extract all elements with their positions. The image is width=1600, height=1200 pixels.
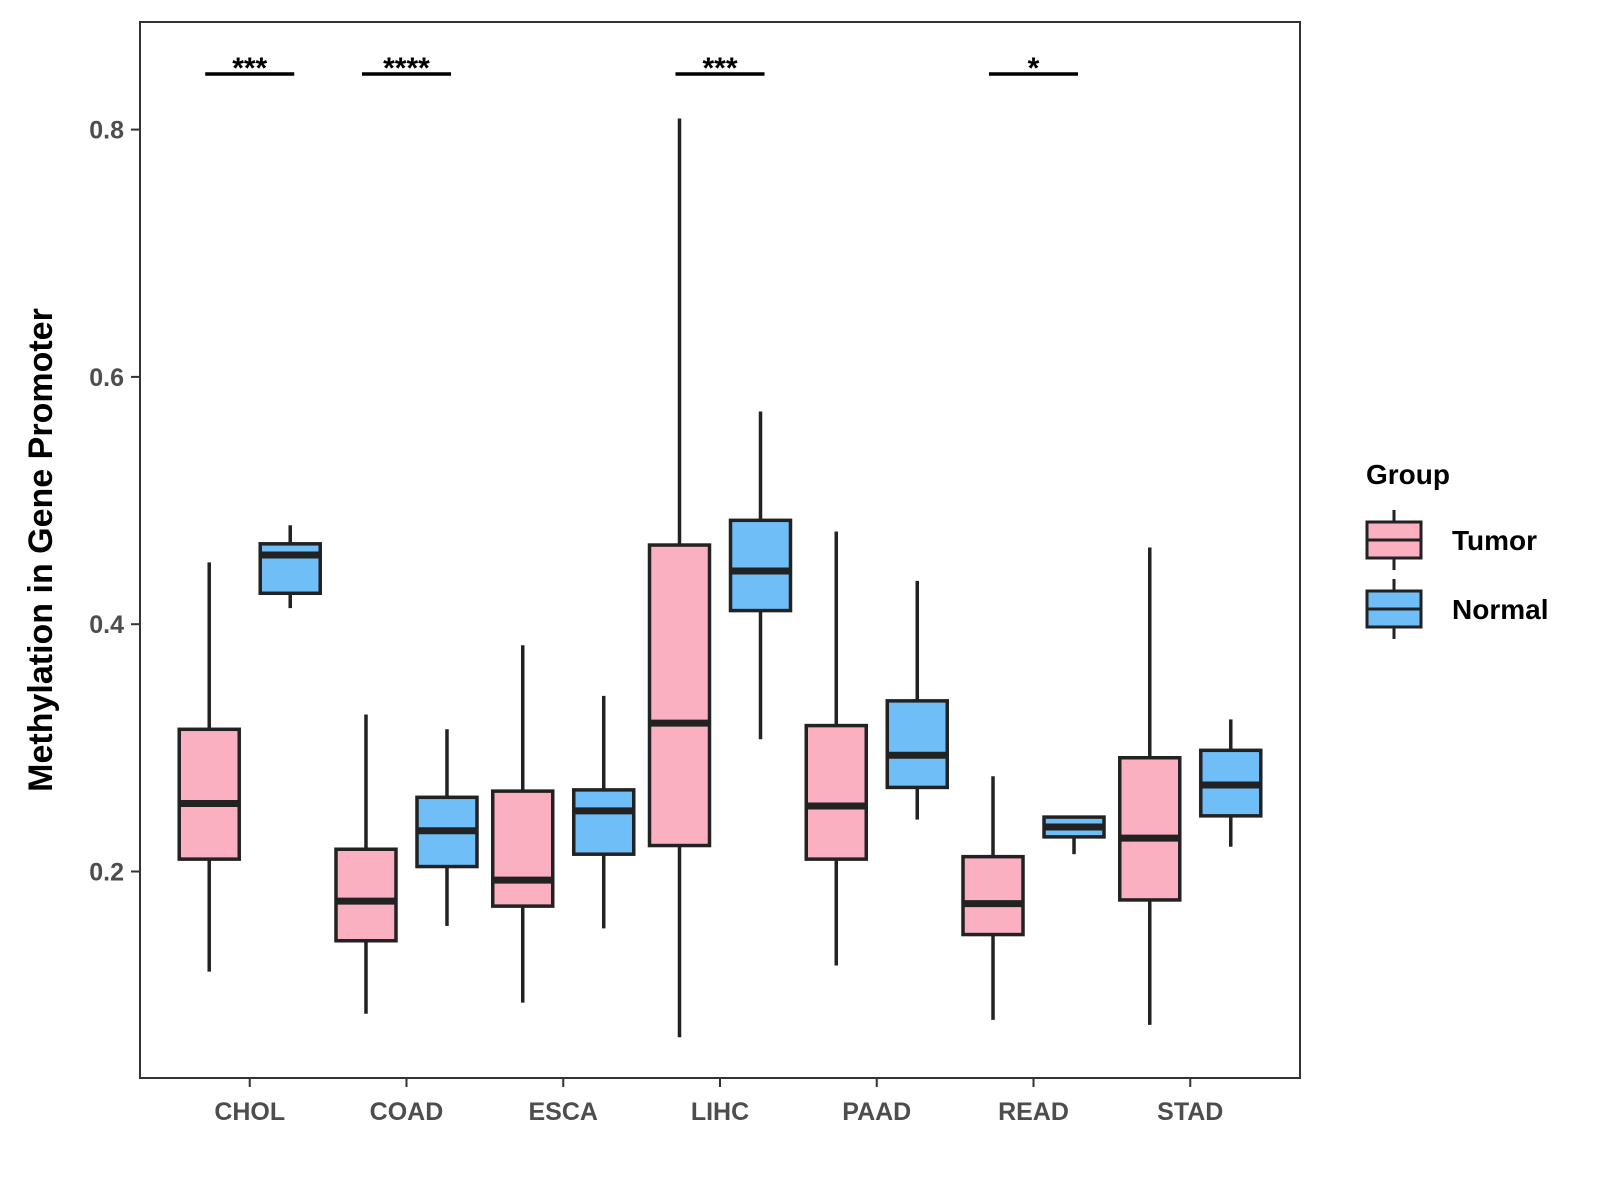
significance-label: * — [1028, 52, 1040, 85]
box-coad-tumor — [334, 714, 398, 1014]
box-esca-normal — [571, 695, 636, 929]
box-iqr — [334, 847, 398, 943]
box-esca-tumor — [490, 645, 555, 1003]
legend-title: Group — [1366, 459, 1450, 490]
legend-label: Normal — [1452, 594, 1548, 625]
box-paad-tumor — [804, 531, 869, 966]
legend: Group Tumor Normal — [1365, 459, 1548, 639]
significance-lihc: *** — [675, 52, 765, 85]
box-chol-normal — [258, 525, 322, 609]
legend-key-normal — [1365, 579, 1423, 639]
significance-label: **** — [383, 52, 430, 85]
legend-label: Tumor — [1452, 525, 1537, 556]
legend-key-tumor — [1365, 510, 1423, 570]
y-tick-label: 0.4 — [89, 611, 124, 639]
significance-label: *** — [232, 52, 267, 85]
plot-panel — [139, 21, 1301, 1079]
y-tick-label: 0.6 — [89, 364, 124, 392]
significance-label: *** — [702, 52, 737, 85]
box-paad-normal — [885, 580, 950, 820]
y-tick-label: 0.2 — [89, 858, 124, 886]
x-tick-label: ESCA — [529, 1098, 598, 1126]
box-lihc-normal — [728, 411, 793, 740]
box-iqr — [961, 854, 1025, 937]
x-axis: CHOL COAD ESCA LIHC PAAD READ STAD — [214, 1078, 1223, 1126]
box-iqr — [177, 727, 241, 861]
x-tick-label: STAD — [1157, 1098, 1223, 1126]
box-stad-normal — [1199, 719, 1263, 847]
box-iqr — [571, 788, 636, 856]
significance-coad: **** — [361, 52, 451, 85]
box-iqr — [804, 723, 869, 861]
legend-entry-normal: Normal — [1365, 579, 1548, 639]
x-tick-label: PAAD — [842, 1098, 911, 1126]
box-read-normal — [1042, 815, 1106, 855]
y-tick-label: 0.8 — [89, 117, 124, 145]
box-read-tumor — [961, 776, 1025, 1020]
box-iqr — [728, 518, 793, 613]
x-tick-label: COAD — [370, 1098, 444, 1126]
significance-read: * — [989, 52, 1079, 85]
box-coad-normal — [415, 729, 479, 926]
box-iqr — [885, 699, 950, 790]
x-tick-label: CHOL — [214, 1098, 285, 1126]
x-tick-label: READ — [998, 1098, 1069, 1126]
box-chol-tumor — [177, 562, 241, 972]
significance-annotations: *** **** *** * — [205, 52, 1079, 85]
box-lihc-tumor — [647, 118, 712, 1038]
box-marks — [177, 118, 1263, 1038]
x-tick-label: LIHC — [691, 1098, 749, 1126]
y-axis-title: Methylation in Gene Promoter — [22, 308, 60, 792]
legend-entry-tumor: Tumor — [1365, 510, 1537, 570]
box-iqr — [490, 789, 555, 908]
box-iqr — [258, 542, 322, 596]
y-axis: 0.2 0.4 0.6 0.8 — [89, 117, 140, 886]
significance-chol: *** — [205, 52, 295, 85]
box-stad-tumor — [1118, 547, 1182, 1025]
box-iqr — [1118, 755, 1182, 902]
box-iqr — [647, 543, 712, 848]
